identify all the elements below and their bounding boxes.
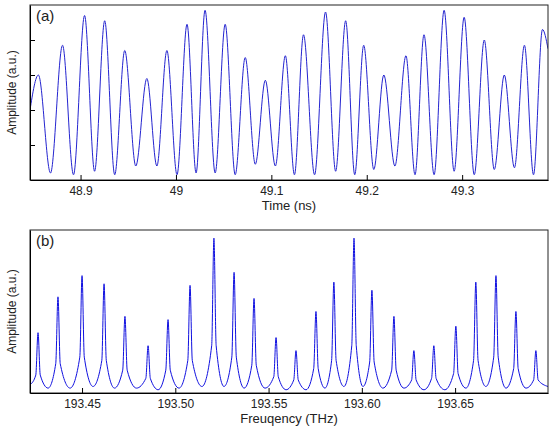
series-line <box>30 10 548 175</box>
x-tick-mark <box>82 388 83 393</box>
x-tick-label: 49.2 <box>356 184 380 198</box>
x-axis-title: Freuqency (THz) <box>240 411 338 426</box>
y-axis-line <box>30 6 31 181</box>
x-tick-mark <box>362 388 363 393</box>
y-tick-mark <box>30 145 35 146</box>
x-tick-label: 49.1 <box>260 184 284 198</box>
panel-label: (a) <box>36 7 54 24</box>
series-line <box>30 238 548 390</box>
x-tick-mark <box>271 175 272 180</box>
x-axis: 48.9 49 49.1 49.2 49.3 <box>31 175 549 198</box>
y-axis-line <box>30 231 31 394</box>
x-tick-label: 49.3 <box>451 184 475 198</box>
y-tick <box>30 110 35 111</box>
x-tick-label: 49 <box>170 184 184 198</box>
x-tick-mark <box>81 175 82 180</box>
plot-frame <box>30 230 548 393</box>
figure: 48.9 49 49.1 49.2 49.3 Time (ns) Amplitude (a.… <box>0 0 550 430</box>
x-tick: 193.60 <box>344 388 381 411</box>
x-tick: 49 <box>170 175 184 198</box>
x-tick-label: 193.55 <box>251 397 288 411</box>
x-tick-mark <box>176 175 177 180</box>
x-tick: 48.9 <box>69 175 93 198</box>
x-tick: 193.55 <box>251 388 288 411</box>
plot-area <box>30 10 548 175</box>
plot-frame <box>30 5 548 180</box>
x-axis-line <box>31 393 549 394</box>
x-tick: 49.3 <box>451 175 475 198</box>
x-tick: 193.50 <box>157 388 194 411</box>
x-axis: 193.45 193.50 193.55 193.60 193.65 <box>31 388 549 411</box>
x-tick: 193.65 <box>437 388 474 411</box>
y-tick <box>30 75 35 76</box>
y-tick-mark <box>30 40 35 41</box>
y-axis <box>30 231 31 394</box>
x-axis-line <box>31 180 549 181</box>
x-axis-title: Time (ns) <box>262 198 316 213</box>
y-axis-title: Amplitude (a.u.) <box>5 269 19 354</box>
y-axis-title: Amplitude (a.u.) <box>5 50 19 135</box>
x-tick: 49.1 <box>260 175 284 198</box>
panel: 193.45 193.50 193.55 193.60 193.65 Freuqency … <box>5 230 549 426</box>
y-tick <box>30 145 35 146</box>
y-tick-mark <box>30 75 35 76</box>
x-tick-label: 193.60 <box>344 397 381 411</box>
x-tick: 49.2 <box>356 175 380 198</box>
x-tick: 193.45 <box>64 388 101 411</box>
x-tick-label: 193.45 <box>64 397 101 411</box>
plot-area <box>30 238 548 390</box>
x-tick-mark <box>269 388 270 393</box>
panel: 48.9 49 49.1 49.2 49.3 Time (ns) Amplitude (a.… <box>5 5 549 213</box>
x-tick-mark <box>175 388 176 393</box>
y-tick <box>30 40 35 41</box>
x-tick-mark <box>455 388 456 393</box>
x-tick-label: 193.50 <box>157 397 194 411</box>
panel-label: (b) <box>36 232 54 249</box>
x-tick-label: 193.65 <box>437 397 474 411</box>
x-tick-mark <box>462 175 463 180</box>
y-tick-mark <box>30 110 35 111</box>
x-tick-label: 48.9 <box>69 184 93 198</box>
x-tick-mark <box>367 175 368 180</box>
y-axis <box>30 6 35 181</box>
